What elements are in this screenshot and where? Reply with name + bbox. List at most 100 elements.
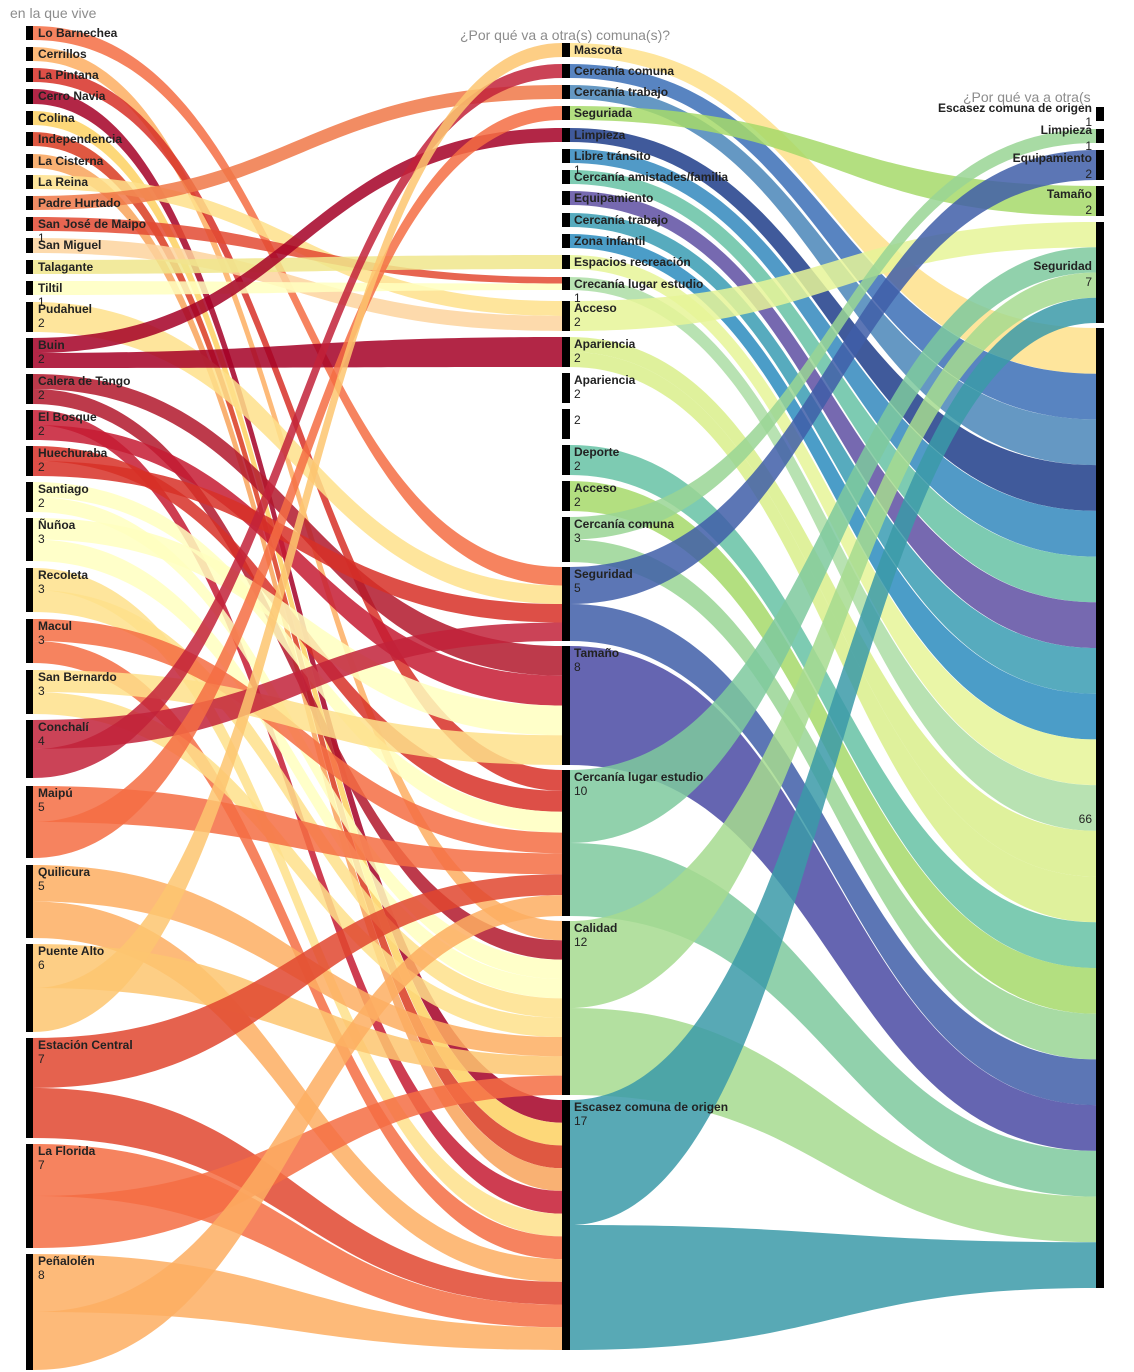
middle-node-12[interactable] [562, 301, 570, 331]
left-node-28[interactable] [26, 1144, 33, 1248]
left-node-24[interactable] [26, 786, 33, 858]
link-left-15[interactable] [33, 337, 562, 368]
middle-node-23[interactable] [562, 1100, 570, 1350]
link-right-18[interactable] [570, 539, 1096, 1060]
link-left-43[interactable] [33, 1075, 562, 1248]
middle-node-17[interactable] [562, 481, 570, 511]
middle-node-16[interactable] [562, 445, 570, 475]
link-left-3[interactable] [33, 89, 562, 1123]
left-node-15[interactable] [26, 374, 33, 404]
link-left-26[interactable] [33, 568, 562, 1237]
left-node-5[interactable] [26, 132, 33, 146]
left-node-11[interactable] [26, 260, 33, 274]
left-node-23[interactable] [26, 720, 33, 778]
left-node-10[interactable] [26, 238, 33, 253]
middle-node-21[interactable] [562, 770, 570, 916]
right-node-4[interactable] [1096, 222, 1104, 323]
link-right-22[interactable] [570, 247, 1096, 843]
middle-node-8[interactable] [562, 213, 570, 227]
link-right-8[interactable] [570, 213, 1096, 694]
left-node-20[interactable] [26, 568, 33, 612]
right-node-2[interactable] [1096, 150, 1104, 180]
middle-node-14[interactable] [562, 373, 570, 403]
link-left-25[interactable] [33, 539, 562, 999]
link-right-24[interactable] [570, 272, 1096, 1009]
link-left-40[interactable] [33, 874, 562, 1088]
link-right-9[interactable] [570, 234, 1096, 740]
middle-node-0[interactable] [562, 43, 570, 57]
link-left-34[interactable] [33, 786, 562, 875]
link-left-31[interactable] [33, 692, 562, 1037]
link-left-14[interactable] [33, 128, 562, 353]
link-left-12[interactable] [33, 281, 562, 295]
link-left-8[interactable] [33, 85, 562, 210]
link-right-4[interactable] [570, 128, 1096, 511]
link-left-9[interactable] [33, 217, 562, 284]
link-left-13[interactable] [33, 302, 562, 604]
link-left-24[interactable] [33, 518, 562, 736]
left-node-18[interactable] [26, 482, 33, 512]
middle-node-15[interactable] [562, 409, 570, 439]
middle-node-13[interactable] [562, 337, 570, 367]
middle-node-5[interactable] [562, 149, 570, 163]
left-node-27[interactable] [26, 1038, 33, 1138]
link-left-2[interactable] [33, 68, 562, 791]
link-left-41[interactable] [33, 1088, 562, 1305]
left-node-3[interactable] [26, 89, 33, 104]
link-left-27[interactable] [33, 590, 562, 1018]
link-left-19[interactable] [33, 425, 562, 706]
middle-node-11[interactable] [562, 277, 570, 290]
middle-node-22[interactable] [562, 921, 570, 1095]
link-left-0[interactable] [33, 26, 562, 586]
right-node-5[interactable] [1096, 328, 1104, 1288]
left-node-4[interactable] [26, 111, 33, 125]
link-left-33[interactable] [33, 64, 562, 778]
left-node-22[interactable] [26, 670, 33, 714]
middle-node-2[interactable] [562, 85, 570, 99]
left-node-21[interactable] [26, 619, 33, 663]
left-node-12[interactable] [26, 281, 33, 295]
right-node-1[interactable] [1096, 129, 1104, 143]
link-left-1[interactable] [33, 47, 562, 941]
middle-node-18[interactable] [562, 517, 570, 562]
left-node-13[interactable] [26, 302, 33, 332]
link-right-27[interactable] [570, 1225, 1096, 1350]
left-node-29[interactable] [26, 1254, 33, 1370]
link-right-5[interactable] [570, 149, 1096, 557]
link-right-17[interactable] [570, 129, 1096, 540]
left-node-6[interactable] [26, 154, 33, 168]
link-left-35[interactable] [33, 106, 562, 858]
link-left-11[interactable] [33, 255, 562, 274]
middle-node-1[interactable] [562, 64, 570, 78]
left-node-0[interactable] [26, 26, 33, 40]
link-right-0[interactable] [570, 43, 1096, 374]
left-node-26[interactable] [26, 944, 33, 1032]
middle-node-3[interactable] [562, 106, 570, 120]
left-node-8[interactable] [26, 196, 33, 210]
link-right-20[interactable] [570, 604, 1096, 1106]
link-right-7[interactable] [570, 191, 1096, 648]
middle-node-10[interactable] [562, 255, 570, 269]
link-right-19[interactable] [570, 150, 1096, 604]
link-left-37[interactable] [33, 901, 562, 1282]
link-left-29[interactable] [33, 641, 562, 1260]
left-node-2[interactable] [26, 68, 33, 82]
link-left-45[interactable] [33, 895, 562, 1370]
left-node-17[interactable] [26, 446, 33, 476]
left-node-16[interactable] [26, 410, 33, 440]
left-node-19[interactable] [26, 518, 33, 561]
link-left-39[interactable] [33, 43, 562, 1032]
link-right-12[interactable] [570, 222, 1096, 331]
link-left-22[interactable] [33, 482, 562, 833]
middle-node-7[interactable] [562, 191, 570, 205]
right-node-3[interactable] [1096, 186, 1104, 216]
right-node-0[interactable] [1096, 107, 1104, 121]
middle-node-9[interactable] [562, 234, 570, 248]
left-node-9[interactable] [26, 217, 33, 231]
middle-node-20[interactable] [562, 646, 570, 765]
link-right-1[interactable] [570, 64, 1096, 420]
left-node-1[interactable] [26, 47, 33, 61]
link-right-3[interactable] [570, 106, 1096, 216]
link-left-28[interactable] [33, 619, 562, 854]
left-node-14[interactable] [26, 338, 33, 368]
